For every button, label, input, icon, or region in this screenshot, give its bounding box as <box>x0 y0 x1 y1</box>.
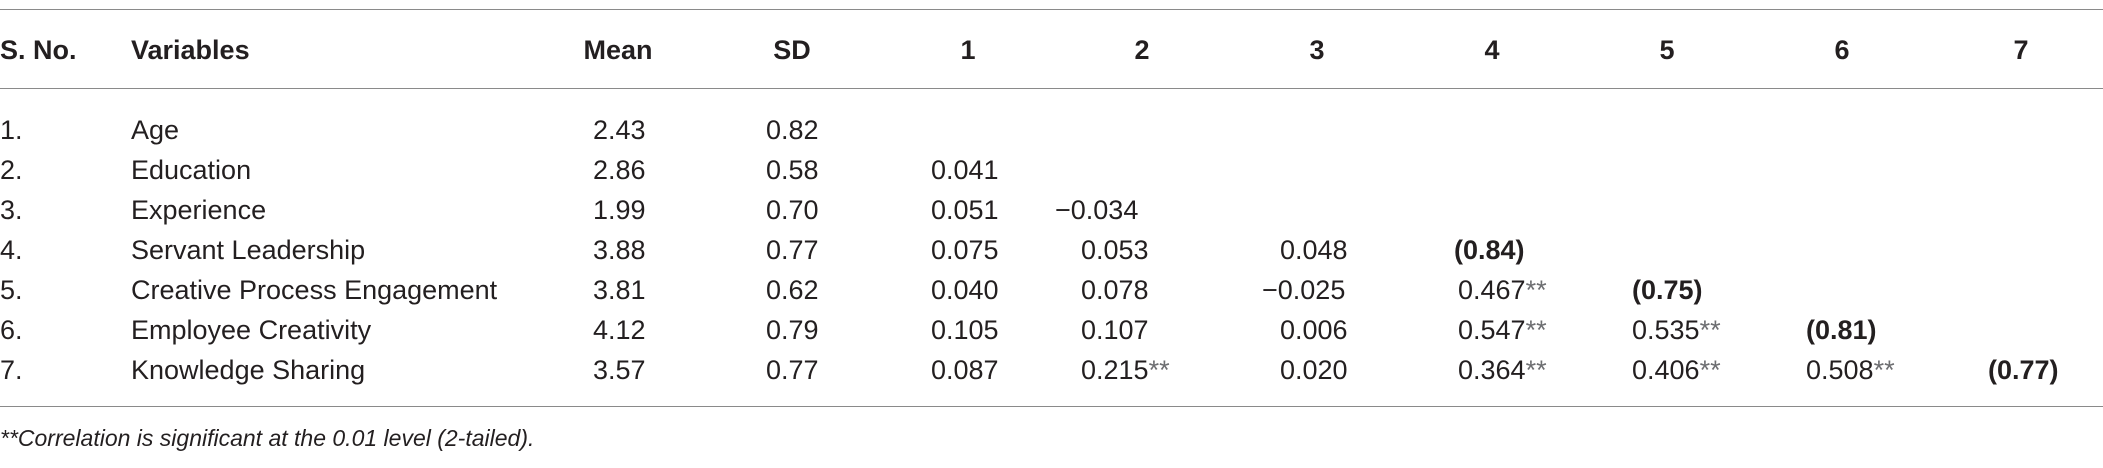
row-number: 3. <box>0 195 23 225</box>
correlation-cell-2: 0.107 <box>1081 315 1149 345</box>
row-number: 1. <box>0 115 23 145</box>
row-number: 2. <box>0 155 23 185</box>
table-row: 4. Servant Leadership 3.88 0.77 0.075 0.053 0.… <box>0 230 2103 270</box>
header-col-3: 3 <box>1309 35 1325 65</box>
correlation-cell-3: 0.048 <box>1280 235 1348 265</box>
mean-value: 3.57 <box>593 355 646 385</box>
correlation-cell-1: 0.075 <box>931 235 999 265</box>
correlation-cell-5: 0.535** <box>1632 315 1721 345</box>
table-row: 3. Experience 1.99 0.70 0.051 −0.034 <box>0 190 2103 230</box>
header-sd: SD <box>773 35 811 65</box>
row-number: 6. <box>0 315 23 345</box>
variable-name: Employee Creativity <box>131 315 372 345</box>
mean-value: 1.99 <box>593 195 646 225</box>
correlation-cell-5: 0.406** <box>1632 355 1721 385</box>
sd-value: 0.77 <box>766 235 819 265</box>
row-number: 7. <box>0 355 23 385</box>
variable-name: Servant Leadership <box>131 235 366 265</box>
sd-value: 0.77 <box>766 355 819 385</box>
mean-value: 3.81 <box>593 275 646 305</box>
correlation-cell-7: (0.77) <box>1988 355 2059 385</box>
header-col-5: 5 <box>1659 35 1675 65</box>
header-col-6: 6 <box>1834 35 1850 65</box>
sd-value: 0.70 <box>766 195 819 225</box>
correlation-cell-4: 0.467** <box>1458 275 1547 305</box>
header-col-4: 4 <box>1484 35 1500 65</box>
table-header-rule <box>0 88 2103 89</box>
table-top-rule <box>0 9 2103 10</box>
table-row: 1. Age 2.43 0.82 <box>0 110 2103 150</box>
correlation-cell-6: 0.508** <box>1806 355 1895 385</box>
variable-name: Experience <box>131 195 267 225</box>
variable-name: Age <box>131 115 180 145</box>
mean-value: 4.12 <box>593 315 646 345</box>
variable-name: Creative Process Engagement <box>131 275 498 305</box>
table-footnote: **Correlation is significant at the 0.01… <box>0 425 535 451</box>
correlation-cell-3: 0.020 <box>1280 355 1348 385</box>
table-header-row: S. No. Variables Mean SD 1 2 3 4 5 6 7 <box>0 30 2103 70</box>
sd-value: 0.82 <box>766 115 819 145</box>
table-row: 5. Creative Process Engagement 3.81 0.62 0.0… <box>0 270 2103 310</box>
variable-name: Knowledge Sharing <box>131 355 366 385</box>
correlation-cell-1: 0.087 <box>931 355 999 385</box>
correlation-cell-2: 0.053 <box>1081 235 1149 265</box>
sd-value: 0.58 <box>766 155 819 185</box>
correlation-cell-1: 0.041 <box>931 155 999 185</box>
header-col-2: 2 <box>1134 35 1150 65</box>
correlation-cell-1: 0.051 <box>931 195 999 225</box>
mean-value: 2.86 <box>593 155 646 185</box>
header-mean: Mean <box>583 35 653 65</box>
correlation-cell-4: (0.84) <box>1454 235 1525 265</box>
table-bottom-rule <box>0 406 2103 407</box>
correlation-cell-1: 0.040 <box>931 275 999 305</box>
mean-value: 3.88 <box>593 235 646 265</box>
correlation-cell-5: (0.75) <box>1632 275 1703 305</box>
variable-name: Education <box>131 155 252 185</box>
correlation-cell-3: −0.025 <box>1262 275 1346 305</box>
correlation-cell-2: 0.215** <box>1081 355 1170 385</box>
header-variables: Variables <box>131 35 250 65</box>
correlation-cell-2: −0.034 <box>1055 195 1139 225</box>
correlation-cell-4: 0.364** <box>1458 355 1547 385</box>
table-row: 6. Employee Creativity 4.12 0.79 0.105 0.107 0… <box>0 310 2103 350</box>
header-sno: S. No. <box>0 35 77 65</box>
table-row: 7. Knowledge Sharing 3.57 0.77 0.087 0.215** 0… <box>0 350 2103 390</box>
correlation-cell-3: 0.006 <box>1280 315 1348 345</box>
header-col-7: 7 <box>2013 35 2029 65</box>
row-number: 5. <box>0 275 23 305</box>
correlation-cell-6: (0.81) <box>1806 315 1877 345</box>
table-row: 2. Education 2.86 0.58 0.041 <box>0 150 2103 190</box>
row-number: 4. <box>0 235 23 265</box>
correlation-cell-2: 0.078 <box>1081 275 1149 305</box>
sd-value: 0.79 <box>766 315 819 345</box>
correlation-cell-4: 0.547** <box>1458 315 1547 345</box>
header-col-1: 1 <box>960 35 976 65</box>
correlation-cell-1: 0.105 <box>931 315 999 345</box>
sd-value: 0.62 <box>766 275 819 305</box>
mean-value: 2.43 <box>593 115 646 145</box>
